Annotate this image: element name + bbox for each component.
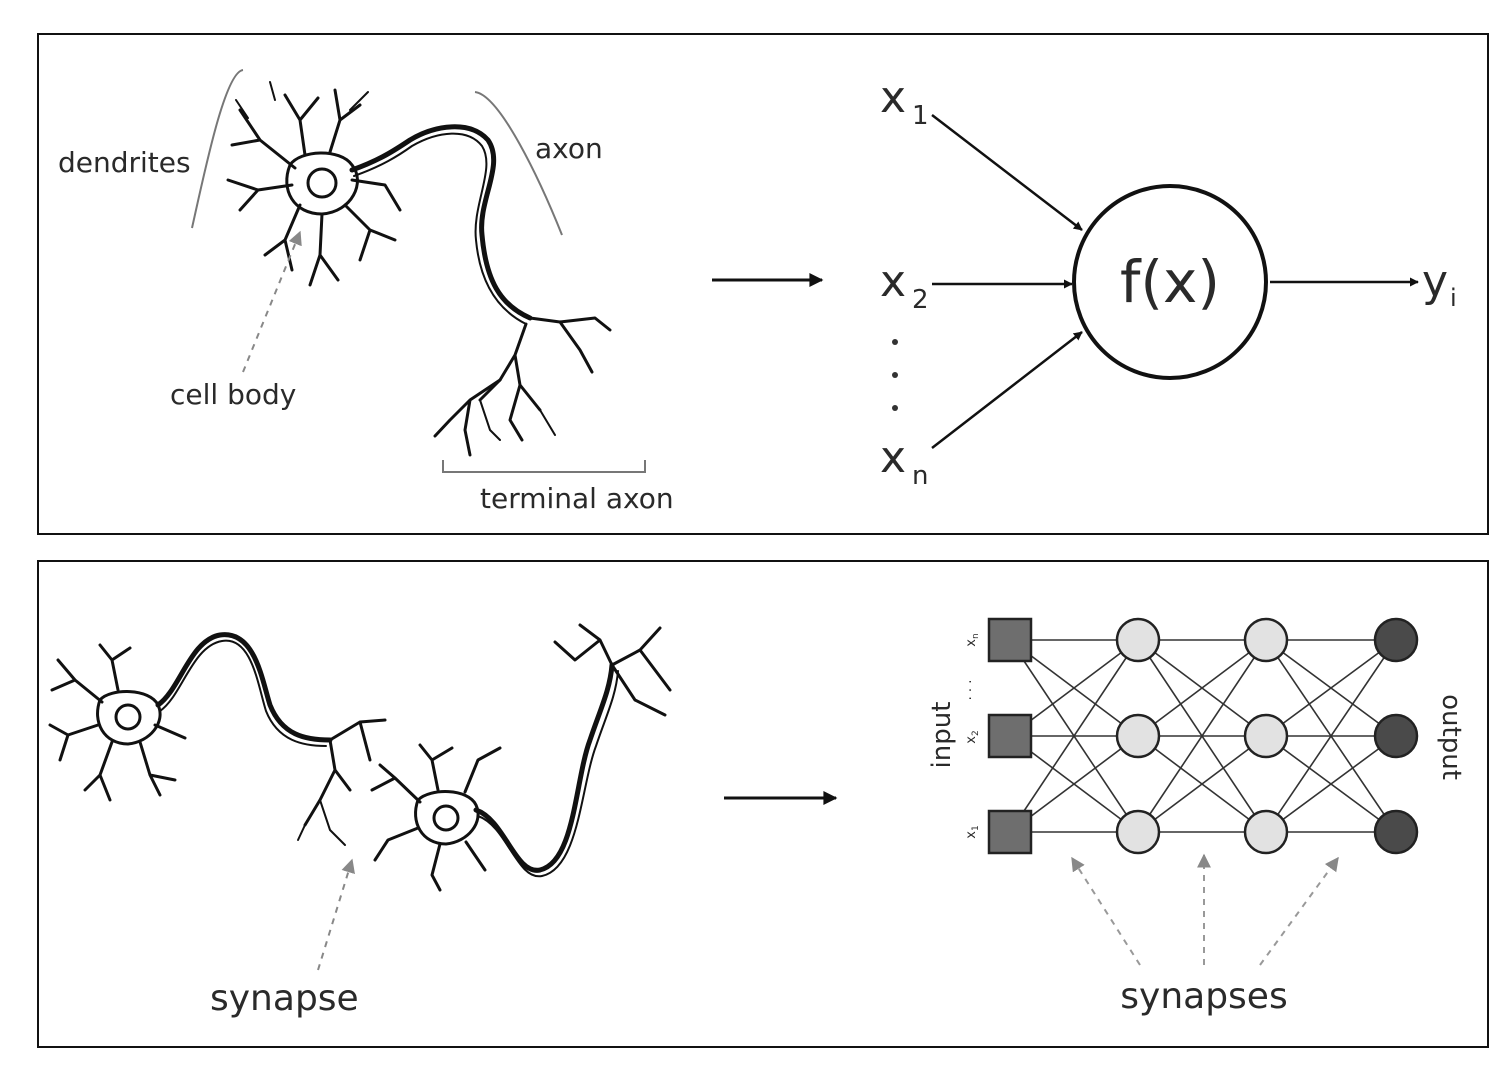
output-y-label: yi: [1422, 256, 1457, 312]
input-node-xn-label: xn: [964, 633, 981, 646]
input-node: [987, 617, 1033, 663]
terminal-axon-label: terminal axon: [480, 482, 674, 515]
terminal-axon-bracket: [442, 460, 646, 473]
cell-body-pointer-arrow: [242, 230, 302, 373]
cell-body-label: cell body: [170, 378, 296, 411]
input-node: [987, 809, 1033, 855]
synapse-connection: [1009, 639, 1139, 833]
synapse-label: synapse: [210, 978, 359, 1019]
synapse-connection: [1265, 639, 1397, 833]
dendrites-label: dendrites: [58, 146, 191, 179]
hidden-node: [1243, 617, 1289, 663]
synapses-pointer-arrow-3: [1259, 856, 1339, 966]
ellipsis-dot: [892, 405, 898, 411]
biological-neuron-drawing: [226, 81, 612, 457]
input-node-x2-label: x2: [964, 730, 981, 743]
output-node: [1373, 617, 1419, 663]
synapse-connection: [1137, 735, 1267, 833]
synapse-connection: [1265, 639, 1397, 737]
input-node-x1-label: x1: [964, 825, 981, 838]
synapse-connection: [1137, 639, 1267, 833]
connected-neurons-drawing: [48, 623, 672, 892]
activation-function-label: f(x): [1120, 248, 1220, 316]
axon-label: axon: [535, 132, 603, 165]
activation-function-node: [1072, 184, 1268, 380]
input-axis-label: input: [927, 702, 957, 769]
output-node: [1373, 713, 1419, 759]
input-arrow-x1: [931, 114, 1083, 231]
input-arrow-xn: [931, 331, 1083, 449]
ellipsis-dot: [892, 372, 898, 378]
synapses-label: synapses: [1120, 976, 1287, 1017]
neural-network-diagram: [987, 617, 1419, 855]
output-axis-label: output: [1436, 694, 1466, 780]
synapse-pointer-arrow: [317, 858, 355, 971]
hidden-node: [1243, 809, 1289, 855]
ellipsis-dot: [892, 339, 898, 345]
synapses-pointer-arrow-1: [1071, 856, 1141, 966]
synapse-connection: [1265, 735, 1397, 833]
axon-bracket: [474, 91, 563, 236]
hidden-node: [1115, 617, 1161, 663]
synapse-connection: [1137, 639, 1267, 737]
hidden-node: [1243, 713, 1289, 759]
hidden-node: [1115, 809, 1161, 855]
input-node: [987, 713, 1033, 759]
output-node: [1373, 809, 1419, 855]
dendrites-bracket: [191, 69, 244, 229]
input-ellipsis: · · ·: [964, 680, 979, 701]
hidden-node: [1115, 713, 1161, 759]
